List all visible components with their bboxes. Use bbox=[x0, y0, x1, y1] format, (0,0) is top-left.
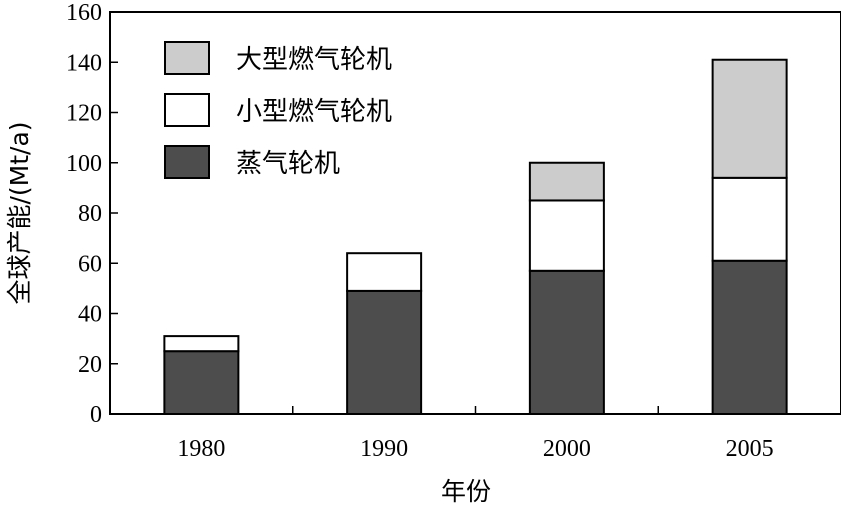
y-tick-label: 40 bbox=[78, 302, 102, 328]
legend-item: 大型燃气轮机 bbox=[164, 41, 392, 75]
y-tick-label: 80 bbox=[78, 201, 102, 227]
x-tick-label: 2005 bbox=[726, 436, 774, 462]
axes-layer: 0 20 40 60 80 100 120 140 160 1980 1990 2000 2005 bbox=[66, 0, 774, 462]
x-tick-label: 2000 bbox=[543, 436, 591, 462]
legend-item: 小型燃气轮机 bbox=[164, 93, 392, 127]
y-axis-title: 全球产能/(Mt/a) bbox=[5, 121, 34, 304]
legend-label: 蒸气轮机 bbox=[236, 149, 340, 179]
x-tick-label: 1980 bbox=[177, 436, 225, 462]
bar-1980-series-1 bbox=[163, 335, 240, 353]
x-axis-title: 年份 bbox=[441, 477, 491, 506]
y-tick-label: 120 bbox=[66, 101, 102, 127]
bar-1990-series-0 bbox=[346, 289, 423, 416]
legend-label: 小型燃气轮机 bbox=[236, 97, 392, 127]
y-tick-label: 60 bbox=[78, 251, 102, 277]
y-tick-label: 0 bbox=[90, 402, 102, 428]
bar-2005-series-2 bbox=[711, 58, 788, 179]
legend-item: 蒸气轮机 bbox=[164, 145, 340, 179]
bar-2000-series-1 bbox=[528, 199, 605, 272]
bar-1990-series-1 bbox=[346, 252, 423, 292]
x-tick-label: 1990 bbox=[360, 436, 408, 462]
bar-2000-series-0 bbox=[528, 269, 605, 415]
y-tick-label: 140 bbox=[66, 50, 102, 76]
y-tick-label: 160 bbox=[66, 0, 102, 26]
bar-1980-series-0 bbox=[163, 350, 240, 415]
y-tick-label: 20 bbox=[78, 352, 102, 378]
legend-swatch bbox=[164, 93, 210, 127]
bar-2005-series-0 bbox=[711, 259, 788, 415]
bar-2005-series-1 bbox=[711, 176, 788, 262]
bar-2000-series-2 bbox=[528, 161, 605, 202]
legend-swatch bbox=[164, 145, 210, 179]
y-tick-label: 100 bbox=[66, 151, 102, 177]
bars-layer bbox=[163, 58, 788, 416]
legend-label: 大型燃气轮机 bbox=[236, 45, 392, 75]
legend-swatch bbox=[164, 41, 210, 75]
